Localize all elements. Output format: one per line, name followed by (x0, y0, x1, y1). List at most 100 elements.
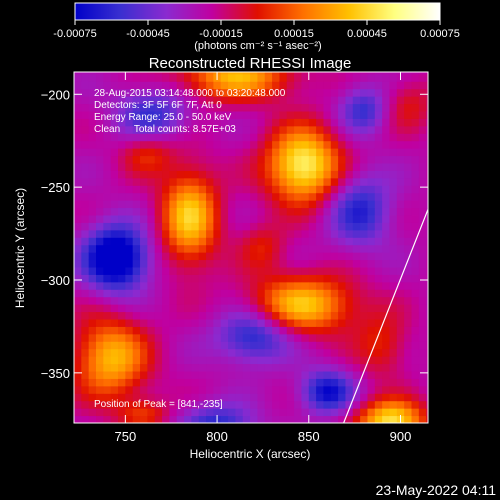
heatmap-cell (74, 96, 82, 105)
heatmap-cell (404, 267, 412, 275)
heatmap-cell (404, 348, 412, 357)
heatmap-cell (418, 81, 427, 90)
heatmap-cell (374, 133, 383, 142)
heatmap-cell (184, 229, 192, 238)
heatmap-cell (279, 118, 288, 127)
heatmap-cell (235, 185, 244, 194)
heatmap-cell (323, 170, 332, 179)
heatmap-cell (110, 252, 119, 261)
heatmap-cell (96, 73, 104, 82)
heatmap-cell (81, 289, 90, 298)
x-tick-label: 850 (298, 429, 320, 444)
heatmap-cell (301, 192, 310, 201)
heatmap-cell (88, 408, 97, 417)
heatmap-cell (96, 415, 104, 423)
heatmap-cell (330, 118, 339, 127)
heatmap-cell (389, 140, 398, 149)
heatmap-cell (330, 400, 339, 409)
heatmap-cell (220, 259, 229, 268)
heatmap-cell (264, 259, 273, 268)
heatmap-cell (176, 371, 185, 379)
heatmap-cell (308, 348, 317, 357)
heatmap-cell (125, 281, 134, 290)
heatmap-cell (426, 170, 428, 179)
heatmap-cell (367, 378, 376, 387)
heatmap-cell (330, 207, 339, 216)
heatmap-cell (308, 267, 317, 275)
heatmap-cell (323, 319, 332, 327)
heatmap-cell (220, 170, 229, 179)
heatmap-cell (360, 222, 368, 231)
heatmap-cell (110, 393, 119, 402)
heatmap-cell (286, 281, 295, 290)
heatmap-cell (396, 281, 405, 290)
heatmap-cell (279, 170, 288, 179)
heatmap-cell (294, 289, 302, 298)
info-line-energy: Energy Range: 25.0 - 50.0 keV (94, 112, 232, 123)
heatmap-cell (389, 125, 398, 134)
heatmap-cell (345, 237, 354, 246)
heatmap-cell (74, 385, 82, 394)
heatmap-cell (367, 111, 376, 119)
heatmap-cell (323, 289, 332, 298)
heatmap-cell (242, 96, 251, 105)
heatmap-cell (118, 274, 126, 283)
heatmap-cell (191, 400, 200, 409)
heatmap-cell (294, 356, 302, 365)
heatmap-cell (184, 81, 192, 90)
heatmap-cell (279, 267, 288, 275)
heatmap-cell (411, 333, 420, 342)
heatmap-cell (279, 200, 288, 209)
heatmap-cell (125, 118, 134, 127)
heatmap-cell (323, 363, 332, 372)
heatmap-cell (235, 200, 244, 209)
heatmap-cell (206, 356, 214, 365)
heatmap-cell (147, 103, 156, 112)
heatmap-cell (176, 125, 185, 134)
heatmap-cell (272, 393, 280, 402)
heatmap-cell (96, 385, 104, 394)
heatmap-cell (338, 155, 346, 164)
heatmap-cell (162, 125, 170, 134)
heatmap-cell (118, 72, 126, 75)
heatmap-cell (264, 96, 273, 105)
heatmap-cell (125, 393, 134, 402)
heatmap-cell (323, 155, 332, 164)
heatmap-cell (294, 88, 302, 97)
heatmap-cell (118, 356, 126, 365)
heatmap-cell (272, 88, 280, 97)
heatmap-cell (389, 177, 398, 186)
heatmap-cell (154, 296, 163, 305)
heatmap-cell (286, 415, 295, 423)
heatmap-cell (286, 348, 295, 357)
heatmap-cell (220, 400, 229, 409)
heatmap-cell (169, 207, 178, 216)
heatmap-cell (132, 103, 141, 112)
heatmap-cell (235, 118, 244, 127)
heatmap-cell (301, 252, 310, 261)
heatmap-cell (257, 393, 266, 402)
heatmap-cell (213, 281, 222, 290)
heatmap-cell (88, 200, 97, 209)
heatmap-cell (110, 111, 119, 119)
heatmap-cell (308, 341, 317, 350)
heatmap-cell (118, 133, 126, 142)
heatmap-cell (242, 341, 251, 350)
heatmap-cell (345, 274, 354, 283)
heatmap-cell (220, 281, 229, 290)
heatmap-cell (389, 81, 398, 90)
heatmap-cell (81, 281, 90, 290)
heatmap-cell (198, 103, 207, 112)
heatmap-cell (389, 207, 398, 216)
heatmap-cell (352, 296, 361, 305)
heatmap-cell (176, 281, 185, 290)
heatmap-cell (272, 400, 280, 409)
heatmap-cell (118, 371, 126, 379)
heatmap-cell (323, 237, 332, 246)
heatmap-cell (411, 393, 420, 402)
heatmap-cell (294, 237, 302, 246)
heatmap-cell (74, 155, 82, 164)
heatmap-cell (404, 356, 412, 365)
heatmap-cell (418, 371, 427, 379)
heatmap-cell (367, 237, 376, 246)
